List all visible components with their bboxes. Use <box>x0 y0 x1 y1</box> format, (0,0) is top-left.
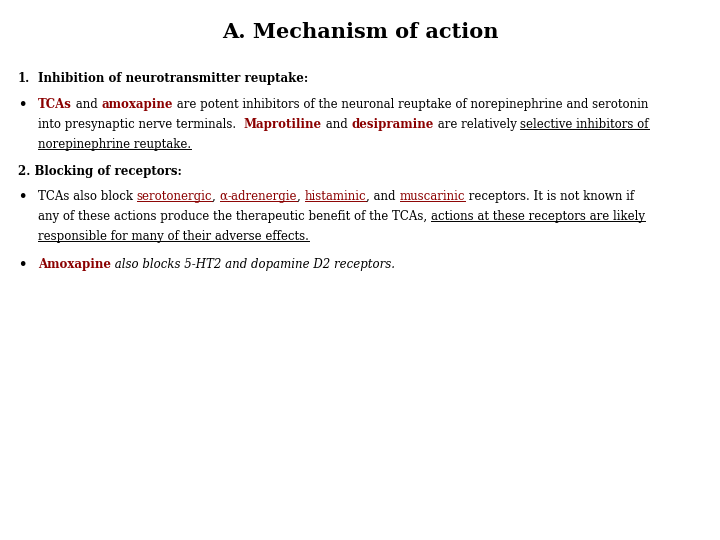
Text: Inhibition of neurotransmitter reuptake:: Inhibition of neurotransmitter reuptake: <box>38 72 308 85</box>
Text: •: • <box>18 190 27 203</box>
Text: TCAs also block: TCAs also block <box>38 190 137 203</box>
Text: desipramine: desipramine <box>351 118 433 131</box>
Text: histaminic: histaminic <box>305 190 366 203</box>
Text: any of these actions produce the therapeutic benefit of the TCAs,: any of these actions produce the therape… <box>38 210 431 223</box>
Text: and: and <box>322 118 351 131</box>
Text: •: • <box>18 98 27 111</box>
Text: -adrenergie: -adrenergie <box>228 190 297 203</box>
Text: muscarinic: muscarinic <box>400 190 465 203</box>
Text: actions at these receptors are likely: actions at these receptors are likely <box>431 210 645 223</box>
Text: serotonergic: serotonergic <box>137 190 212 203</box>
Text: are relatively: are relatively <box>433 118 521 131</box>
Text: receptors. It is not known if: receptors. It is not known if <box>465 190 634 203</box>
Text: Maprotiline: Maprotiline <box>243 118 322 131</box>
Text: A. Mechanism of action: A. Mechanism of action <box>222 22 498 42</box>
Text: are potent inhibitors of the neuronal reuptake of norepinephrine and serotonin: are potent inhibitors of the neuronal re… <box>173 98 648 111</box>
Text: also blocks 5-HT2 and dopamine D2 receptors.: also blocks 5-HT2 and dopamine D2 recept… <box>111 258 395 271</box>
Text: selective inhibitors of: selective inhibitors of <box>521 118 649 131</box>
Text: 1.: 1. <box>18 72 30 85</box>
Text: 2. Blocking of receptors:: 2. Blocking of receptors: <box>18 165 182 178</box>
Text: , and: , and <box>366 190 400 203</box>
Text: into presynaptic nerve terminals.: into presynaptic nerve terminals. <box>38 118 243 131</box>
Text: Amoxapine: Amoxapine <box>38 258 111 271</box>
Text: responsible for many of their adverse effects.: responsible for many of their adverse ef… <box>38 230 309 243</box>
Text: ,: , <box>297 190 305 203</box>
Text: amoxapine: amoxapine <box>102 98 173 111</box>
Text: norepinephrine reuptake.: norepinephrine reuptake. <box>38 138 191 151</box>
Text: •: • <box>18 258 27 271</box>
Text: ,: , <box>212 190 220 203</box>
Text: and: and <box>72 98 102 111</box>
Text: α: α <box>220 190 228 203</box>
Text: TCAs: TCAs <box>38 98 72 111</box>
